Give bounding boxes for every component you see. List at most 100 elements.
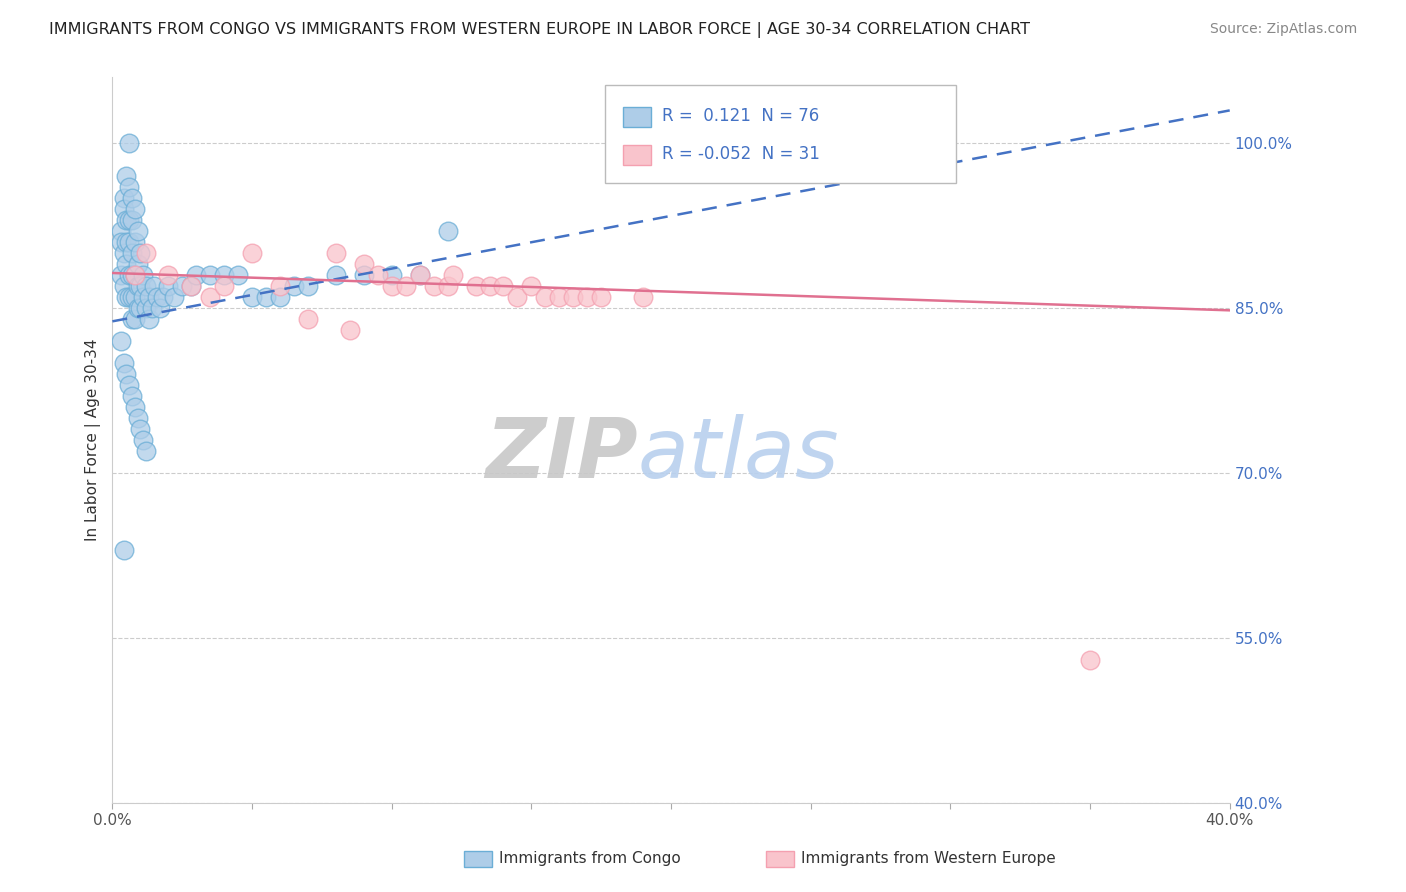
Text: Immigrants from Western Europe: Immigrants from Western Europe: [801, 852, 1056, 866]
Point: [492, 279, 515, 293]
Point: [325, 268, 347, 283]
Point: [115, 235, 138, 250]
Point: [115, 257, 138, 271]
Point: [118, 268, 141, 283]
Point: [339, 323, 361, 337]
Point: [269, 290, 291, 304]
Text: IMMIGRANTS FROM CONGO VS IMMIGRANTS FROM WESTERN EUROPE IN LABOR FORCE | AGE 30-: IMMIGRANTS FROM CONGO VS IMMIGRANTS FROM…: [49, 22, 1031, 38]
Point: [121, 246, 143, 260]
Point: [124, 202, 146, 217]
Point: [506, 290, 529, 304]
Point: [115, 290, 138, 304]
Point: [135, 301, 157, 315]
Point: [353, 257, 375, 271]
Point: [121, 268, 143, 283]
Point: [138, 290, 160, 304]
Point: [240, 246, 263, 260]
Point: [124, 268, 146, 283]
Point: [121, 389, 143, 403]
Point: [124, 290, 146, 304]
Point: [325, 246, 347, 260]
Point: [422, 279, 444, 293]
Point: [112, 356, 135, 370]
Point: [121, 290, 143, 304]
Point: [157, 268, 180, 283]
Point: [118, 180, 141, 194]
Point: [198, 290, 221, 304]
Point: [121, 191, 143, 205]
Point: [129, 301, 152, 315]
Point: [127, 411, 149, 425]
Point: [143, 279, 166, 293]
Y-axis label: In Labor Force | Age 30-34: In Labor Force | Age 30-34: [86, 339, 101, 541]
Point: [464, 279, 486, 293]
Point: [127, 257, 149, 271]
Text: R =  0.121  N = 76: R = 0.121 N = 76: [662, 107, 820, 125]
Point: [132, 433, 155, 447]
Point: [127, 301, 149, 315]
Point: [395, 279, 418, 293]
Point: [631, 290, 654, 304]
Point: [269, 279, 291, 293]
Point: [163, 290, 186, 304]
Point: [118, 136, 141, 151]
Point: [226, 268, 249, 283]
Point: [127, 279, 149, 293]
Point: [129, 246, 152, 260]
Point: [353, 268, 375, 283]
Point: [110, 235, 132, 250]
Point: [110, 224, 132, 238]
Point: [112, 246, 135, 260]
Point: [118, 213, 141, 227]
Point: [576, 290, 599, 304]
Point: [115, 169, 138, 184]
Point: [198, 268, 221, 283]
Point: [367, 268, 389, 283]
Text: R = -0.052  N = 31: R = -0.052 N = 31: [662, 145, 820, 163]
Point: [408, 268, 430, 283]
Point: [121, 213, 143, 227]
Point: [180, 279, 202, 293]
Point: [132, 268, 155, 283]
Point: [591, 290, 613, 304]
Point: [121, 312, 143, 326]
Point: [297, 279, 319, 293]
Point: [297, 312, 319, 326]
Text: ZIP: ZIP: [485, 414, 637, 495]
Text: atlas: atlas: [637, 414, 839, 495]
Point: [534, 290, 557, 304]
Point: [548, 290, 571, 304]
Point: [408, 268, 430, 283]
Point: [240, 290, 263, 304]
Point: [124, 400, 146, 414]
Point: [141, 301, 163, 315]
Point: [180, 279, 202, 293]
Point: [118, 378, 141, 392]
Point: [110, 268, 132, 283]
Text: Immigrants from Congo: Immigrants from Congo: [499, 852, 681, 866]
Point: [172, 279, 194, 293]
Point: [149, 301, 172, 315]
Point: [124, 268, 146, 283]
Point: [186, 268, 208, 283]
Point: [1078, 653, 1101, 667]
Point: [254, 290, 277, 304]
Point: [436, 279, 458, 293]
Point: [127, 224, 149, 238]
Point: [138, 312, 160, 326]
Point: [112, 279, 135, 293]
Point: [118, 290, 141, 304]
Point: [381, 279, 404, 293]
Point: [124, 235, 146, 250]
Point: [441, 268, 464, 283]
Point: [132, 290, 155, 304]
Point: [124, 312, 146, 326]
Point: [112, 191, 135, 205]
Point: [212, 279, 235, 293]
Point: [157, 279, 180, 293]
Point: [110, 334, 132, 348]
Point: [381, 268, 404, 283]
Point: [129, 279, 152, 293]
Point: [520, 279, 543, 293]
Point: [135, 279, 157, 293]
